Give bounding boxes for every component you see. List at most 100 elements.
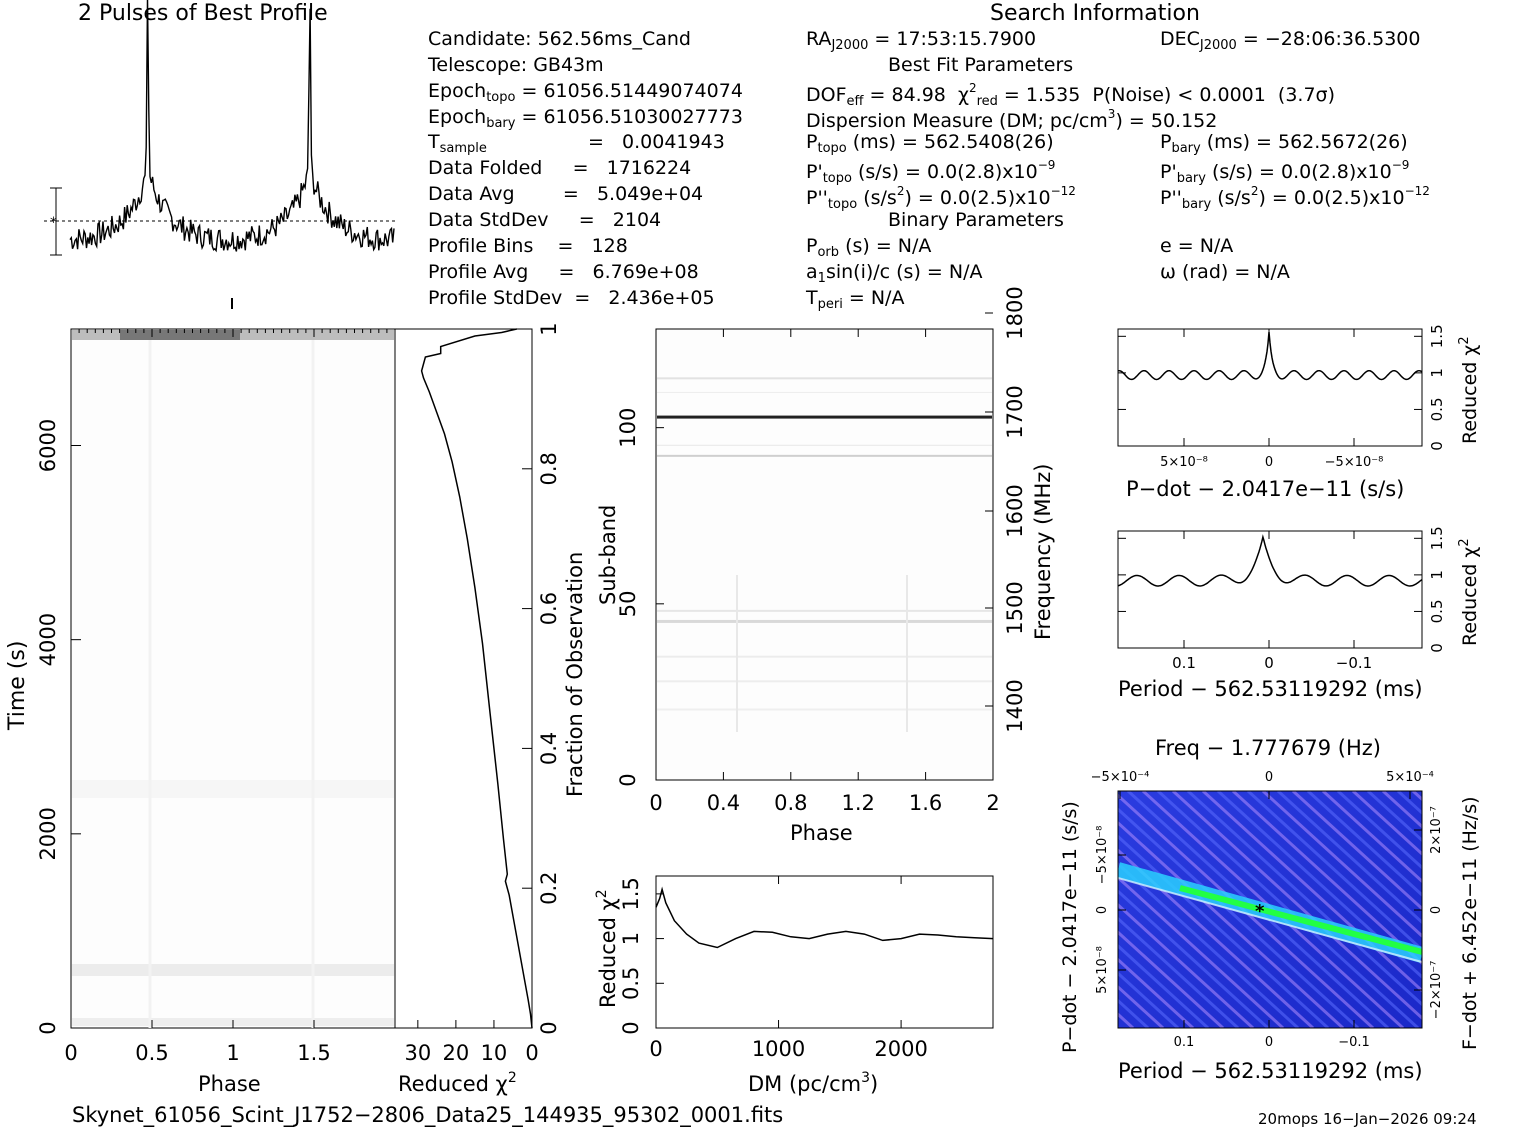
chi-period-x-ticks: 0.1 0 −0.1: [1172, 531, 1372, 672]
period-pdot-stripe: [828, 791, 1088, 1028]
porb-line: Porb (s) = N/A: [806, 235, 932, 260]
chi-dm-x-label: 1000: [752, 1037, 805, 1061]
subband-freq-label: 1600: [1003, 484, 1027, 537]
time-phase-x-ticks: 0 0.5 1 1.5: [64, 329, 396, 1065]
period-pdot-stripe: [1216, 791, 1422, 979]
period-pdot-stripe: [1118, 971, 1180, 1028]
subband-x-label: 1.2: [841, 791, 874, 815]
subband-x-label: 0.8: [774, 791, 807, 815]
chi-period-y-ticks: 0 0.5 1 1.5: [1118, 526, 1446, 653]
chi-fraction-xlabel: Reduced χ2: [398, 1070, 517, 1096]
chi-period-frame: [1117, 530, 1423, 649]
epoch-bary-line: Epochbary = 61056.51030027773: [428, 106, 743, 131]
time-phase-x-label: 1.5: [297, 1041, 330, 1065]
subband-x-ticks: 0 0.4 0.8 1.2 1.6 2: [649, 329, 1000, 815]
chi-dm-curve: [655, 886, 994, 949]
chi-dm-panel: 0 1000 2000 0 0.5 1 1.5 DM (pc/cm3) Reduced χ…: [594, 875, 994, 1096]
period-pdot-y-label: 5×10⁻⁸: [1095, 946, 1110, 994]
subband-band: [657, 708, 992, 711]
subband-xlabel: Phase: [790, 821, 853, 845]
period-pdot-stripe: [1201, 791, 1422, 993]
subband-freq-label: Frequency (MHz): [1031, 464, 1055, 640]
period-pdot-stripe: [1118, 820, 1345, 1028]
time-phase-y-label: 0: [36, 1021, 60, 1034]
chi-fraction-y-label: 0.6: [537, 592, 561, 625]
time-phase-y-label: 4000: [36, 613, 60, 666]
chi-fraction-x-label: 0: [525, 1041, 538, 1065]
time-phase-band-c: [72, 780, 394, 798]
period-pdot-top-label: 0: [1265, 770, 1273, 785]
chi-period-y-label: 0.5: [1428, 600, 1446, 624]
period-pdot-stripe: [723, 791, 983, 1028]
time-phase-y-label: 2000: [36, 807, 60, 860]
chi-dm-xlabel: DM (pc/cm3): [748, 1070, 878, 1096]
subband-freq-label: 1700: [1003, 385, 1027, 438]
chi-pdot-ylabel: Reduced χ2: [1457, 336, 1481, 444]
period-pdot-stripe: [1306, 791, 1422, 897]
subband-x-label: 2: [986, 791, 999, 815]
period-pdot-stripe: [1336, 791, 1422, 870]
dec-line: DECJ2000 = −28:06:36.5300: [1160, 28, 1421, 53]
period-pdot-stripe: [1118, 834, 1330, 1028]
period-pdot-top-label: −5×10⁻⁴: [1091, 770, 1150, 785]
period-pdot-best-marker: *: [1255, 901, 1265, 922]
chi-period-panel: 0.1 0 −0.1 0 0.5 1 1.5 Period − 562.53119292 …: [1117, 526, 1481, 701]
epoch-topo-line: Epochtopo = 61056.51449074074: [428, 80, 743, 105]
time-phase-x-label: 0.5: [135, 1041, 168, 1065]
pdot-bary-line: P'bary (s/s) = 0.0(2.8)x10−9: [1160, 158, 1410, 186]
data-avg-line: Data Avg = 5.049e+04: [428, 183, 704, 205]
e-line: e = N/A: [1160, 235, 1234, 257]
t-sample-value: = 0.0041943: [588, 131, 725, 153]
profile-errorbar-marker: *: [50, 215, 57, 231]
period-pdot-title: Freq − 1.777679 (Hz): [1155, 736, 1381, 760]
chi-fraction-frame: [394, 328, 533, 1029]
period-pdot-stripe: [1171, 791, 1422, 1021]
subband-y-ticks: 0 50 100: [616, 408, 664, 787]
subband-band: [657, 454, 992, 457]
telescope-line: Telescope: GB43m: [428, 54, 604, 76]
subband-x-label: 0.4: [707, 791, 740, 815]
period-pdot-stripe: [543, 791, 803, 1028]
chi-pdot-x-label: 0: [1265, 455, 1273, 470]
period-pdot-stripe: [1118, 875, 1285, 1028]
pddot-topo-line: P''topo (s/s2) = 0.0(2.5)x10−12: [806, 184, 1076, 212]
period-pdot-right-label: 0: [1429, 906, 1444, 914]
period-pdot-x-label: −0.1: [1338, 1035, 1370, 1050]
subband-freq-ticks: 1400 1500 1600 1700 1800: [985, 286, 1027, 733]
data-stddev-line: Data StdDev = 2104: [428, 209, 662, 231]
chi-period-x-label: 0.1: [1172, 654, 1196, 672]
chi-fraction-curve: [420, 328, 533, 1029]
period-pdot-stripe: [1118, 916, 1240, 1028]
time-phase-frame: [70, 328, 396, 1029]
time-phase-ylabel: Time (s): [5, 641, 30, 731]
profile-stddev-line: Profile StdDev = 2.436e+05: [428, 287, 715, 309]
period-pdot-stripe: [1231, 791, 1422, 966]
chi-fraction-x-label: 20: [443, 1041, 470, 1065]
candidate-line: Candidate: 562.56ms_Cand: [428, 28, 691, 50]
chi-dm-frame: [655, 875, 994, 1029]
period-pdot-xlabel: Period − 562.53119292 (ms): [1118, 1059, 1423, 1083]
chi-fraction-y-label: 0: [537, 1021, 561, 1034]
time-phase-xlabel: Phase: [198, 1072, 261, 1096]
chi-pdot-xlabel: P−dot − 2.0417e−11 (s/s): [1126, 477, 1404, 501]
time-phase-x-label: 1: [226, 1041, 239, 1065]
chi-pdot-y-label: 1.5: [1428, 324, 1446, 348]
subband-y-label: 100: [616, 408, 640, 448]
profile-bins-line: Profile Bins = 128: [428, 235, 628, 257]
chi-pdot-y-label: 0.5: [1428, 398, 1446, 422]
data-folded-line: Data Folded = 1716224: [428, 157, 692, 179]
period-pdot-y-label: −5×10⁻⁸: [1095, 826, 1110, 885]
period-pdot-stripe: [1366, 791, 1422, 843]
timestamp-footer: 20mops 16−Jan−2026 09:24: [1258, 1110, 1477, 1128]
period-pdot-x-label: 0.1: [1174, 1035, 1195, 1050]
pdot-topo-line: P'topo (s/s) = 0.0(2.8)x10−9: [806, 158, 1056, 186]
period-pdot-panel: Freq − 1.777679 (Hz) * 0.1 0 −0.1 −5×10⁻⁴ 0…: [543, 736, 1481, 1083]
chi-period-x-label: 0: [1264, 654, 1274, 672]
period-pdot-stripe: [1118, 984, 1165, 1028]
dof-line: DOFeff = 84.98 χ2red = 1.535 P(Noise) < …: [806, 81, 1335, 109]
chi-fraction-y-label: 0.2: [537, 871, 561, 904]
period-pdot-stripe: [1118, 1012, 1135, 1028]
subband-freq-label: 1400: [1003, 679, 1027, 732]
chi-pdot-curve: [1117, 332, 1423, 381]
